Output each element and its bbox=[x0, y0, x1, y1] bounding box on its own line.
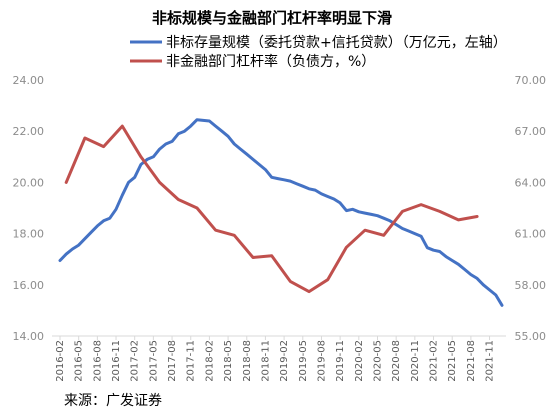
y-right-tick-4: 67.00 bbox=[515, 125, 547, 138]
x-tick-label-13: 2019-05 bbox=[298, 340, 309, 382]
x-tick-label-16: 2020-02 bbox=[354, 340, 365, 382]
x-tick-label-18: 2020-08 bbox=[391, 340, 402, 382]
y-right-tick-1: 58.00 bbox=[515, 279, 547, 292]
y-left-tick-5: 24.00 bbox=[13, 74, 45, 87]
chart-title: 非标规模与金融部门杠杆率明显下滑 bbox=[152, 9, 392, 27]
x-tick-label-23: 2021-11 bbox=[485, 340, 496, 382]
y-left-tick-0: 14.00 bbox=[13, 330, 45, 343]
y-left-tick-3: 20.00 bbox=[13, 176, 45, 189]
x-tick-label-19: 2020-11 bbox=[410, 340, 421, 382]
series-line-1 bbox=[64, 124, 479, 294]
y-left-tick-2: 18.00 bbox=[13, 228, 45, 241]
series-layer bbox=[58, 118, 504, 307]
x-tick-label-20: 2021-02 bbox=[429, 340, 440, 382]
y-axis-right: 55.00 58.00 61.00 64.00 67.00 70.00 bbox=[515, 74, 547, 343]
y-left-tick-1: 16.00 bbox=[13, 279, 45, 292]
x-tick-label-2: 2016-08 bbox=[92, 340, 103, 382]
y-right-tick-2: 61.00 bbox=[515, 228, 547, 241]
x-tick-label-4: 2017-02 bbox=[130, 340, 141, 382]
x-tick-label-21: 2021-05 bbox=[447, 340, 458, 382]
y-right-tick-5: 70.00 bbox=[515, 74, 547, 87]
x-tick-label-7: 2017-11 bbox=[186, 340, 197, 382]
x-tick-label-3: 2016-11 bbox=[111, 340, 122, 382]
legend-label-series-1: 非金融部门杠杆率（负债方，%） bbox=[166, 53, 375, 70]
x-tick-label-14: 2019-08 bbox=[316, 340, 327, 382]
y-left-tick-4: 22.00 bbox=[13, 125, 45, 138]
x-tick-label-22: 2021-08 bbox=[466, 340, 477, 382]
x-tick-label-9: 2018-05 bbox=[223, 340, 234, 382]
x-tick-label-15: 2019-11 bbox=[335, 340, 346, 382]
legend: 非标存量规模（委托贷款+信托贷款）（万亿元，左轴） 非金融部门杠杆率（负债方，%… bbox=[130, 35, 507, 70]
x-axis: 2016-02 2016-05 2016-08 2016-11 2017-02 2017-… bbox=[55, 336, 496, 382]
y-right-tick-0: 55.00 bbox=[515, 330, 547, 343]
series-line-0 bbox=[58, 118, 504, 307]
x-tick-label-0: 2016-02 bbox=[55, 340, 66, 382]
source-note: 来源：广发证券 bbox=[64, 393, 162, 409]
x-tick-label-17: 2020-05 bbox=[372, 340, 383, 382]
x-tick-label-8: 2018-02 bbox=[204, 340, 215, 382]
x-tick-label-12: 2019-02 bbox=[279, 340, 290, 382]
x-tick-label-6: 2017-08 bbox=[167, 340, 178, 382]
x-tick-label-1: 2016-05 bbox=[74, 340, 85, 382]
y-axis-left: 14.00 16.00 18.00 20.00 22.00 24.00 bbox=[13, 74, 45, 343]
legend-label-series-0: 非标存量规模（委托贷款+信托贷款）（万亿元，左轴） bbox=[166, 35, 507, 51]
x-tick-label-11: 2018-11 bbox=[260, 340, 271, 382]
y-right-tick-3: 64.00 bbox=[515, 176, 547, 189]
x-tick-label-5: 2017-05 bbox=[148, 340, 159, 382]
x-tick-label-10: 2018-08 bbox=[242, 340, 253, 382]
